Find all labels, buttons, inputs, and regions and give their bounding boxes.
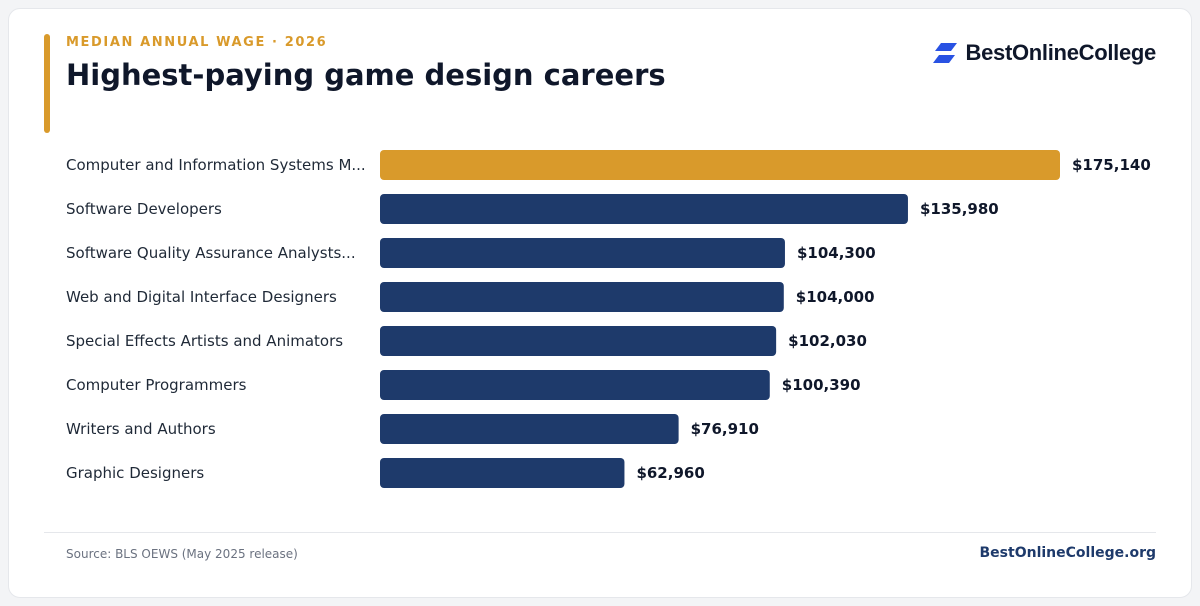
brand-logo: BestOnlineCollege	[932, 40, 1157, 66]
value-label: $76,910	[691, 420, 759, 438]
brand-name: BestOnlineCollege	[965, 40, 1157, 65]
title-accent-bar	[44, 34, 50, 133]
value-label: $102,030	[788, 332, 867, 350]
chart-title: Highest-paying game design careers	[66, 58, 666, 92]
category-label: Web and Digital Interface Designers	[66, 288, 337, 306]
category-label: Graphic Designers	[66, 464, 204, 482]
bar	[380, 326, 777, 356]
chart-card: MEDIAN ANNUAL WAGE · 2026 Highest-paying…	[8, 8, 1192, 598]
category-label: Software Quality Assurance Analysts...	[66, 244, 356, 262]
bar	[380, 414, 679, 444]
bar	[380, 194, 908, 224]
category-label: Computer Programmers	[66, 376, 247, 394]
bar	[380, 282, 784, 312]
site-name: BestOnlineCollege.org	[979, 545, 1156, 561]
value-label: $175,140	[1072, 156, 1151, 174]
value-label: $135,980	[920, 200, 999, 218]
footer-divider	[44, 532, 1156, 533]
value-label: $104,000	[796, 288, 875, 306]
bar	[380, 150, 1060, 180]
bar	[380, 458, 625, 488]
bar-chart: Computer and Information Systems M... $17…	[66, 150, 1151, 488]
category-label: Computer and Information Systems M...	[66, 156, 366, 174]
chart-subtitle: MEDIAN ANNUAL WAGE · 2026	[66, 35, 328, 50]
category-label: Software Developers	[66, 200, 222, 218]
value-label: $62,960	[636, 464, 704, 482]
value-label: $104,300	[797, 244, 876, 262]
value-label: $100,390	[782, 376, 861, 394]
category-label: Special Effects Artists and Animators	[66, 332, 343, 350]
category-label: Writers and Authors	[66, 420, 216, 438]
bar	[380, 238, 785, 268]
brand-logo-icon	[932, 43, 957, 63]
bar	[380, 370, 770, 400]
source-note: Source: BLS OEWS (May 2025 release)	[66, 547, 298, 561]
